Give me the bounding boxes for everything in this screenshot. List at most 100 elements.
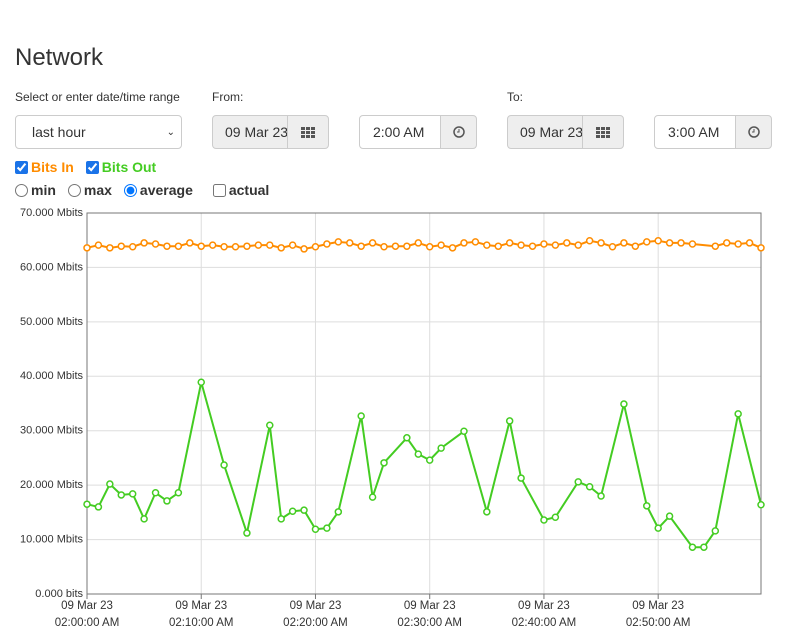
data-point — [688, 240, 697, 248]
to-time-value: 3:00 AM — [668, 124, 720, 140]
data-point — [186, 239, 194, 247]
data-point — [620, 239, 628, 247]
y-tick-label: 20.000 Mbits — [20, 479, 83, 491]
plot-border — [86, 212, 762, 595]
data-point — [403, 434, 411, 442]
data-point — [243, 242, 251, 250]
from-time[interactable]: 2:00 AM — [359, 115, 441, 149]
y-tick-label: 50.000 Mbits — [20, 316, 83, 328]
data-point — [677, 239, 685, 247]
data-point — [288, 507, 297, 516]
data-point — [540, 516, 548, 524]
y-tick-label: 70.000 Mbits — [20, 207, 83, 219]
from-date[interactable]: 09 Mar 23 — [212, 115, 288, 149]
x-tick-label: 09 Mar 23 02:20:00 AM — [283, 600, 348, 629]
mode-option: max — [67, 182, 112, 198]
data-point — [128, 490, 137, 498]
data-point — [505, 417, 514, 425]
data-point — [414, 239, 423, 247]
data-point — [597, 492, 605, 500]
data-point — [140, 515, 148, 523]
x-tick-label: 09 Mar 23 02:30:00 AM — [397, 600, 462, 629]
x-tick-label: 09 Mar 23 02:50:00 AM — [625, 600, 691, 629]
mode-radio[interactable] — [123, 183, 137, 197]
data-point — [266, 421, 274, 430]
data-point — [83, 500, 91, 508]
data-point — [734, 410, 742, 418]
data-point — [368, 239, 377, 247]
data-point — [631, 242, 640, 250]
data-point — [460, 239, 468, 247]
data-point — [163, 497, 171, 505]
series-toggle[interactable] — [15, 160, 28, 174]
mode-radio[interactable] — [67, 183, 81, 197]
data-point — [483, 241, 491, 249]
legend-item: Bits In — [15, 159, 74, 175]
to-label: To: — [507, 90, 524, 104]
data-point — [277, 515, 285, 523]
data-point — [574, 478, 582, 486]
plot-area — [87, 213, 761, 594]
data-point — [243, 529, 251, 537]
legend-label: Bits In — [31, 159, 74, 175]
data-point — [608, 242, 617, 251]
mode-label: average — [139, 182, 193, 198]
data-point — [334, 238, 343, 246]
data-point — [151, 240, 160, 248]
data-point — [391, 242, 400, 250]
y-tick-label: 10.000 Mbits — [20, 533, 83, 545]
to-date-value: 09 Mar 23 — [520, 124, 583, 140]
actual-checkbox[interactable] — [212, 183, 226, 197]
legend-label: Bits Out — [101, 159, 157, 175]
from-clock-button[interactable] — [440, 115, 477, 149]
y-tick-label: 60.000 Mbits — [20, 261, 83, 273]
data-point — [414, 450, 423, 458]
actual-label: actual — [228, 182, 270, 198]
data-point — [483, 508, 491, 516]
to-calendar-button[interactable] — [582, 115, 624, 149]
to-clock-button[interactable] — [735, 115, 772, 149]
data-point — [585, 237, 594, 245]
from-time-value: 2:00 AM — [373, 124, 425, 140]
data-point — [300, 506, 308, 514]
data-point — [460, 427, 468, 436]
y-tick-label: 30.000 Mbits — [20, 425, 83, 437]
data-point — [722, 239, 731, 247]
range-label: Select or enter date/time range — [15, 90, 180, 104]
actual-option: actual — [212, 182, 270, 198]
data-point — [425, 242, 434, 251]
data-point — [197, 378, 205, 387]
data-point — [357, 242, 365, 250]
data-point — [448, 244, 457, 252]
data-point — [151, 489, 160, 497]
mode-label: min — [31, 182, 56, 198]
data-point — [665, 239, 674, 247]
data-point — [220, 461, 228, 469]
data-point — [620, 400, 628, 408]
y-tick-label: 40.000 Mbits — [20, 370, 83, 382]
to-date[interactable]: 09 Mar 23 — [507, 115, 583, 149]
from-calendar-button[interactable] — [287, 115, 329, 149]
data-point — [437, 444, 445, 452]
data-point — [745, 239, 754, 247]
data-point — [688, 543, 697, 551]
data-point — [654, 237, 662, 245]
data-point — [665, 512, 674, 520]
data-point — [323, 524, 331, 532]
data-point — [403, 242, 411, 250]
data-point — [174, 242, 183, 250]
mode-option: min — [15, 182, 56, 198]
legend: Bits In Bits Out — [15, 159, 156, 175]
from-label: From: — [212, 90, 244, 104]
x-tick-label: 09 Mar 23 02:00:00 AM — [54, 600, 120, 629]
to-time[interactable]: 3:00 AM — [654, 115, 736, 149]
range-select[interactable]: last hour ⌄ — [15, 115, 182, 149]
mode-radio[interactable] — [15, 183, 28, 197]
data-point — [128, 242, 137, 251]
data-point — [528, 242, 537, 250]
mode-option: average — [123, 182, 193, 198]
data-point — [540, 240, 548, 248]
series-toggle[interactable] — [85, 160, 99, 174]
